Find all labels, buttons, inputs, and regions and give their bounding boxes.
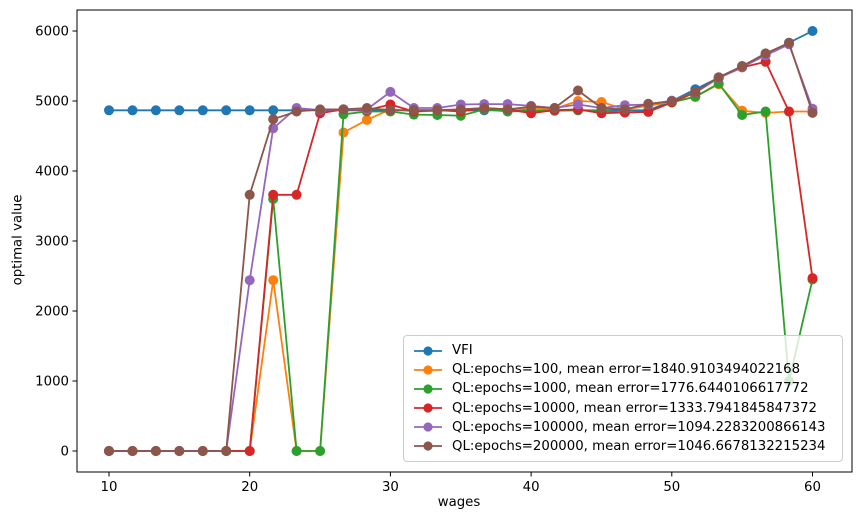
data-point-marker-series-2 bbox=[760, 106, 771, 117]
data-point-marker-series-0 bbox=[197, 105, 208, 116]
y-axis-tick-label: 0 bbox=[61, 445, 69, 460]
data-point-marker-series-5 bbox=[408, 105, 419, 116]
legend-label: VFI bbox=[452, 343, 473, 359]
y-axis-tick-label: 6000 bbox=[35, 25, 69, 40]
x-axis-label: wages bbox=[437, 495, 481, 510]
data-point-marker-series-5 bbox=[502, 104, 513, 115]
legend: VFI QL:epochs=100, mean error=1840.91034… bbox=[403, 335, 843, 462]
y-axis-tick-label: 3000 bbox=[35, 235, 69, 250]
legend-label: QL:epochs=200000, mean error=1046.667813… bbox=[452, 438, 826, 454]
data-point-marker-series-5 bbox=[197, 446, 208, 456]
legend-line-marker-icon bbox=[414, 441, 442, 451]
data-point-marker-series-5 bbox=[127, 446, 138, 456]
data-point-marker-series-4 bbox=[244, 275, 255, 286]
data-point-marker-series-3 bbox=[784, 106, 794, 117]
data-point-marker-series-5 bbox=[690, 86, 701, 97]
y-axis-tick-label: 1000 bbox=[35, 375, 69, 390]
data-point-marker-series-0 bbox=[807, 26, 818, 36]
legend-item-vfi: VFI bbox=[412, 341, 834, 360]
legend-line-marker-icon bbox=[414, 422, 442, 432]
data-point-marker-series-2 bbox=[291, 446, 302, 456]
data-point-marker-series-5 bbox=[643, 98, 654, 109]
data-point-marker-series-5 bbox=[666, 96, 677, 107]
legend-label: QL:epochs=10000, mean error=1333.7941845… bbox=[452, 400, 817, 416]
y-axis-tick-label: 2000 bbox=[35, 305, 69, 320]
legend-line-marker-icon bbox=[414, 403, 442, 413]
y-axis-tick-label: 5000 bbox=[35, 95, 69, 110]
data-point-marker-series-5 bbox=[549, 103, 560, 113]
data-point-marker-series-5 bbox=[244, 189, 255, 200]
data-point-marker-series-4 bbox=[385, 86, 396, 97]
x-axis-tick-label: 40 bbox=[523, 480, 540, 495]
x-axis-tick-label: 60 bbox=[804, 480, 821, 495]
data-point-marker-series-5 bbox=[221, 446, 232, 456]
series-line-0 bbox=[109, 30, 813, 112]
data-point-marker-series-2 bbox=[315, 446, 326, 456]
x-axis-tick-label: 50 bbox=[663, 480, 680, 495]
data-point-marker-series-1 bbox=[338, 127, 349, 138]
data-point-marker-series-5 bbox=[174, 446, 185, 456]
legend-line-marker-icon bbox=[414, 365, 442, 375]
x-axis-tick-label: 30 bbox=[382, 480, 399, 495]
data-point-marker-series-2 bbox=[737, 110, 748, 120]
data-point-marker-series-5 bbox=[573, 85, 583, 96]
data-point-marker-series-5 bbox=[150, 446, 161, 456]
data-point-marker-series-3 bbox=[643, 106, 654, 117]
data-point-marker-series-5 bbox=[104, 446, 114, 456]
data-point-marker-series-5 bbox=[315, 104, 326, 115]
data-point-marker-series-5 bbox=[713, 72, 724, 83]
data-point-marker-series-3 bbox=[807, 273, 818, 284]
data-point-marker-series-5 bbox=[385, 105, 396, 116]
legend-label: QL:epochs=100, mean error=1840.910349402… bbox=[452, 362, 801, 378]
x-axis-tick-label: 20 bbox=[241, 480, 258, 495]
data-point-marker-series-5 bbox=[596, 103, 607, 113]
data-point-marker-series-3 bbox=[244, 446, 255, 456]
data-point-marker-series-5 bbox=[807, 107, 818, 118]
data-point-marker-series-5 bbox=[455, 104, 466, 115]
data-point-marker-series-1 bbox=[361, 114, 372, 125]
legend-item-ql-10000: QL:epochs=10000, mean error=1333.7941845… bbox=[412, 399, 834, 418]
legend-item-ql-1000: QL:epochs=1000, mean error=1776.64401066… bbox=[412, 379, 834, 398]
y-axis-tick-label: 4000 bbox=[35, 165, 69, 180]
data-point-marker-series-0 bbox=[221, 105, 232, 116]
data-point-marker-series-1 bbox=[268, 275, 279, 286]
data-point-marker-series-5 bbox=[737, 61, 748, 72]
data-point-marker-series-5 bbox=[784, 37, 794, 48]
data-point-marker-series-0 bbox=[150, 105, 161, 116]
data-point-marker-series-5 bbox=[526, 101, 537, 112]
data-point-marker-series-5 bbox=[268, 114, 279, 125]
data-point-marker-series-5 bbox=[619, 104, 630, 115]
legend-item-ql-200000: QL:epochs=200000, mean error=1046.667813… bbox=[412, 437, 834, 456]
x-axis-tick-label: 10 bbox=[101, 480, 118, 495]
legend-item-ql-100000: QL:epochs=100000, mean error=1094.228320… bbox=[412, 418, 834, 437]
data-point-marker-series-5 bbox=[760, 48, 771, 59]
data-point-marker-series-3 bbox=[291, 189, 302, 200]
data-point-marker-series-0 bbox=[268, 105, 279, 116]
data-point-marker-series-0 bbox=[174, 105, 185, 116]
y-axis-label: optimal value bbox=[10, 194, 26, 286]
data-point-marker-series-0 bbox=[244, 105, 255, 116]
legend-line-marker-icon bbox=[414, 345, 442, 356]
data-point-marker-series-0 bbox=[104, 105, 114, 116]
legend-item-ql-100: QL:epochs=100, mean error=1840.910349402… bbox=[412, 360, 834, 379]
legend-line-marker-icon bbox=[414, 384, 442, 394]
legend-label: QL:epochs=1000, mean error=1776.64401066… bbox=[452, 381, 809, 397]
data-point-marker-series-3 bbox=[268, 189, 279, 200]
data-point-marker-series-5 bbox=[291, 106, 302, 117]
data-point-marker-series-0 bbox=[127, 105, 138, 116]
data-point-marker-series-5 bbox=[432, 105, 443, 116]
data-point-marker-series-4 bbox=[573, 99, 583, 110]
data-point-marker-series-5 bbox=[361, 103, 372, 113]
data-point-marker-series-5 bbox=[479, 103, 490, 113]
legend-label: QL:epochs=100000, mean error=1094.228320… bbox=[452, 419, 826, 435]
data-point-marker-series-5 bbox=[338, 104, 349, 115]
